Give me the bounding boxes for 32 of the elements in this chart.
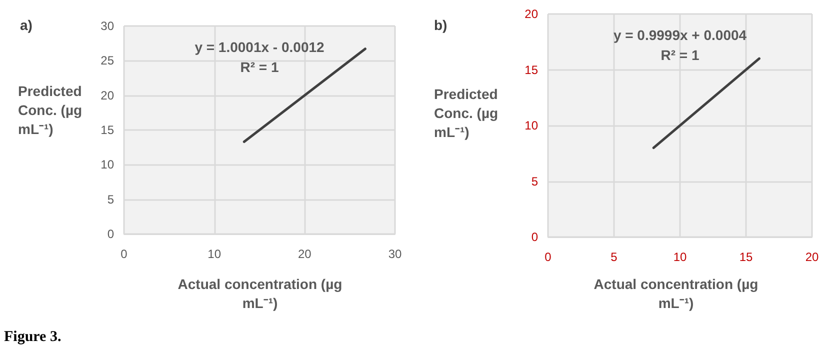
x-tick-label: 10	[673, 250, 687, 264]
x-tick-label: 0	[120, 247, 128, 261]
annotation: y = 1.0001x - 0.0012	[194, 38, 326, 57]
caption: Figure 3.	[4, 328, 62, 347]
y-tick-label: 30	[100, 19, 114, 33]
x-tick-label: 15	[739, 250, 753, 264]
y-axis-title: Predicted Conc. (µg mL⁻¹)	[18, 82, 84, 139]
y-tick-label: 5	[531, 174, 538, 188]
x-tick-label: 5	[610, 250, 618, 264]
y-tick-label: 25	[100, 54, 114, 68]
y-axis-title: Predicted Conc. (µg mL⁻¹)	[434, 85, 500, 142]
y-tick-label: 10	[524, 118, 538, 132]
x-tick-label: 20	[805, 250, 819, 264]
x-tick-label: 20	[298, 247, 312, 261]
y-tick-label: 5	[107, 192, 114, 206]
x-tick-label: 10	[208, 247, 222, 261]
y-tick-label: 15	[524, 62, 538, 77]
y-tick-label: 20	[100, 88, 114, 102]
chart-title: b)	[434, 16, 448, 35]
x-tick-label: 30	[388, 247, 402, 261]
y-tick-label: 20	[524, 7, 538, 21]
x-axis-title: Actual concentration (µg mL⁻¹)	[592, 275, 760, 313]
annotation: R² = 1	[239, 58, 280, 77]
annotation: R² = 1	[660, 46, 700, 65]
y-tick-label: 0	[107, 227, 114, 241]
y-tick-label: 0	[531, 230, 538, 244]
y-tick-label: 15	[100, 123, 114, 137]
x-axis-title: Actual concentration (µg mL⁻¹)	[176, 275, 344, 313]
annotation: y = 0.9999x + 0.0004	[612, 26, 748, 45]
x-tick-label: 0	[544, 250, 552, 264]
chart-title: a)	[20, 16, 32, 35]
y-tick-label: 10	[100, 158, 114, 172]
